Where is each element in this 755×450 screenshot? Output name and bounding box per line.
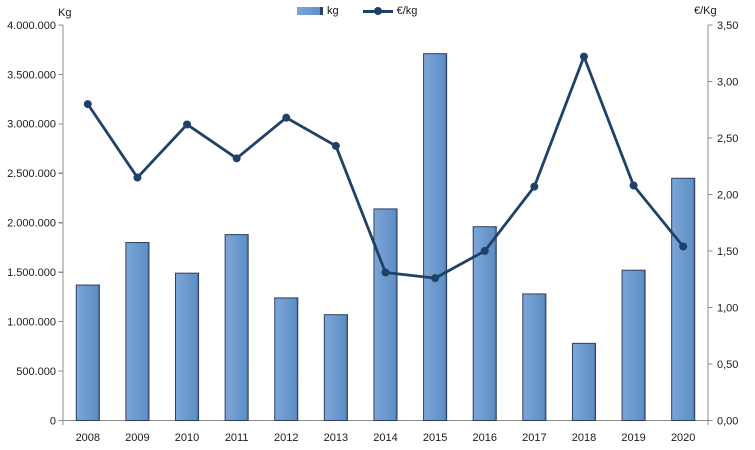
eur-per-kg-marker-2009: [133, 173, 142, 182]
y-left-tick-label: 3.500.000: [7, 69, 56, 81]
kg-bar-2015: [423, 53, 448, 422]
kg-bar-2019: [621, 269, 646, 421]
y-right-tick-label: 1,50: [717, 246, 738, 258]
y-right-tick-label: 1,00: [717, 302, 738, 314]
eur-per-kg-marker-2008: [83, 100, 92, 109]
left-axis-title: Kg: [58, 7, 72, 19]
kg-bar-2011: [224, 234, 249, 421]
y-left-tick-label: 500.000: [16, 366, 56, 378]
y-left-tick-label: 2.000.000: [7, 218, 56, 230]
x-tick-label: 2014: [373, 432, 397, 444]
kg-bar-swatch-icon: [297, 7, 323, 15]
legend-label-eur-per-kg: €/kg: [396, 5, 418, 17]
eur-per-kg-line-swatch-icon: [362, 6, 393, 15]
eur-per-kg-marker-2016: [480, 247, 489, 255]
kg-bar-2014: [373, 208, 398, 421]
y-right-tick-label: 3,50: [717, 20, 738, 32]
y-right-tick-label: 3,00: [717, 76, 738, 88]
eur-per-kg-marker-2011: [232, 154, 241, 163]
eur-per-kg-marker-2014: [381, 268, 390, 277]
x-tick-label: 2016: [472, 432, 496, 444]
x-tick-label: 2020: [671, 432, 695, 444]
x-tick-label: 2009: [125, 432, 149, 444]
eur-per-kg-marker-2013: [331, 141, 340, 150]
chart-legend: kg €/kg: [297, 5, 417, 17]
y-left-tick-label: 1.000.000: [7, 316, 56, 328]
x-tick-label: 2010: [175, 432, 199, 444]
y-right-tick-label: 0,50: [717, 359, 738, 371]
x-tick-label: 2012: [274, 432, 298, 444]
y-left-tick-label: 3.000.000: [7, 119, 56, 131]
y-right-tick-label: 0,00: [717, 415, 738, 427]
y-left-tick-label: 1.500.000: [7, 267, 56, 279]
x-tick-label: 2011: [225, 432, 249, 444]
kg-bar-2010: [175, 272, 200, 421]
right-axis-title: €/Kg: [694, 5, 717, 17]
kg-bar-2012: [274, 297, 299, 421]
x-tick-label: 2013: [324, 432, 348, 444]
kg-bar-2020: [671, 177, 696, 421]
line-marker-dot-icon: [373, 6, 382, 15]
kg-bar-2017: [522, 293, 547, 421]
kg-bar-2009: [125, 242, 150, 421]
x-tick-label: 2017: [522, 432, 546, 444]
kg-bar-2016: [472, 226, 497, 421]
x-tick-label: 2019: [621, 432, 645, 444]
eur-per-kg-marker-2017: [530, 182, 539, 191]
eur-per-kg-marker-2015: [431, 274, 440, 283]
legend-label-kg: kg: [327, 5, 339, 17]
legend-item-kg: kg: [297, 5, 339, 17]
eur-per-kg-marker-2020: [679, 242, 688, 251]
eur-per-kg-marker-2010: [183, 120, 192, 129]
x-tick-label: 2018: [572, 432, 596, 444]
y-right-tick-label: 2,50: [717, 133, 738, 145]
y-right-tick-label: 2,00: [717, 189, 738, 201]
kg-bar-2013: [323, 314, 348, 421]
y-left-tick-label: 0: [50, 415, 56, 427]
eur-per-kg-marker-2018: [579, 52, 588, 61]
kg-bar-2018: [571, 342, 596, 421]
x-tick-label: 2008: [76, 432, 100, 444]
y-left-tick-label: 2.500.000: [7, 168, 56, 180]
x-tick-label: 2015: [423, 432, 447, 444]
eur-per-kg-marker-2012: [282, 113, 291, 122]
y-left-tick-label: 4.000.000: [7, 20, 56, 32]
kg-bar-2008: [75, 284, 100, 422]
eur-per-kg-marker-2019: [629, 181, 638, 190]
legend-item-eur-per-kg: €/kg: [362, 5, 418, 17]
